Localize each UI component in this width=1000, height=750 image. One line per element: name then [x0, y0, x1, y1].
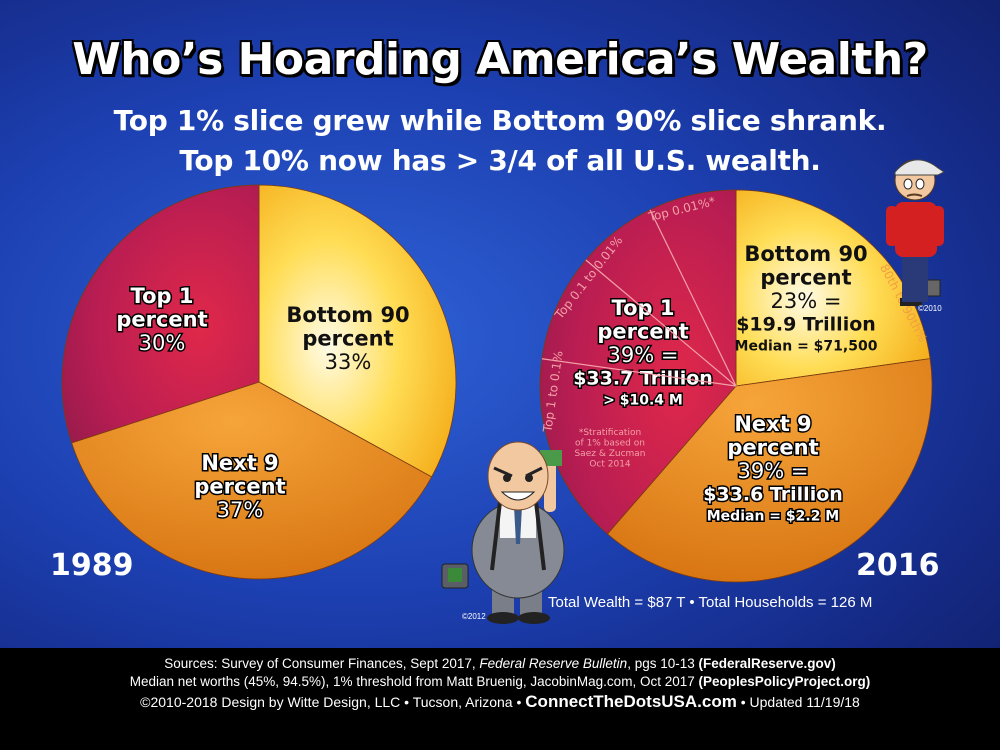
year-label-2016: 2016	[856, 548, 940, 583]
stratification-divider	[649, 209, 737, 387]
slice-amount-bottom-90-2016: $19.9 Trillion	[736, 314, 876, 336]
stratification-note: Oct 2014	[589, 460, 631, 470]
sources-line-2-text: Median net worths (45%, 94.5%), 1% thres…	[129, 674, 699, 689]
slice-detail-top-1-2016: > $10.4 M	[603, 393, 683, 409]
journal-title: Federal Reserve Bulletin	[479, 656, 628, 671]
slice-label-top-1-1989: percent	[116, 308, 207, 332]
sources-line-2: Median net worths (45%, 94.5%), 1% thres…	[0, 673, 1000, 691]
stratification-note: *Stratification	[579, 428, 641, 438]
pie-slice-bottom-90-2016	[735, 189, 931, 387]
updated-date: • Updated 11/19/18	[736, 694, 860, 710]
copyright-line: ©2010-2018 Design by Witte Design, LLC •…	[0, 691, 1000, 713]
slice-label-next-9-2016: Next 9	[734, 412, 811, 436]
copyright-text: ©2010-2018 Design by Witte Design, LLC •…	[140, 694, 526, 710]
peoplespolicyproject-link[interactable]: (PeoplesPolicyProject.org)	[698, 674, 871, 689]
slice-label-next-9-1989: percent	[194, 475, 285, 499]
site-link[interactable]: ConnectTheDotsUSA.com	[525, 692, 737, 711]
slice-value-next-9-2016: 39% =	[738, 459, 809, 483]
slice-value-bottom-90-2016: 23% =	[771, 289, 842, 313]
slice-label-bottom-90-1989: Bottom 90	[286, 303, 409, 327]
pie-slice-top-1-2016	[539, 189, 737, 535]
sources-line-1-text: Sources: Survey of Consumer Finances, Se…	[164, 656, 480, 671]
slice-value-bottom-90-1989: 33%	[325, 350, 372, 374]
sources-line-1-pages: , pgs 10-13	[627, 656, 699, 671]
slice-value-top-1-2016: 39% =	[608, 343, 679, 367]
subtitle-line-1: Top 1% slice grew while Bottom 90% slice…	[113, 104, 887, 137]
worker-copyright: ©2010	[918, 304, 942, 313]
slice-value-next-9-1989: 37%	[217, 498, 264, 522]
slice-value-top-1-1989: 30%	[139, 331, 186, 355]
slice-label-bottom-90-1989: percent	[302, 327, 393, 351]
page-title: Who’s Hoarding America’s Wealth?	[72, 34, 928, 85]
federalreserve-link[interactable]: (FederalReserve.gov)	[698, 656, 836, 671]
sources-line-1: Sources: Survey of Consumer Finances, Se…	[0, 655, 1000, 673]
stratification-note: of 1% based on	[575, 439, 645, 449]
year-label-1989: 1989	[50, 548, 134, 583]
pie-slice-top-1-1989	[61, 184, 260, 444]
slice-detail-bottom-90-2016: Median = $71,500	[735, 339, 878, 355]
slice-label-top-1-2016: percent	[597, 320, 688, 344]
slice-label-next-9-1989: Next 9	[201, 451, 278, 475]
pie-slice-next-9-2016	[606, 358, 933, 583]
slice-amount-next-9-2016: $33.6 Trillion	[703, 484, 843, 506]
slice-label-bottom-90-2016: Bottom 90	[744, 242, 867, 266]
pie-slice-bottom-90-1989	[258, 184, 457, 478]
totals-summary: Total Wealth = $87 T • Total Households …	[548, 594, 873, 611]
worker-cartoon	[886, 159, 945, 306]
slice-amount-top-1-2016: $33.7 Trillion	[573, 368, 713, 390]
slice-label-top-1-1989: Top 1	[131, 284, 194, 308]
subtitle-line-2: Top 10% now has > 3/4 of all U.S. wealth…	[179, 144, 821, 177]
stratification-note: Saez & Zucman	[574, 449, 645, 459]
slice-label-next-9-2016: percent	[727, 436, 818, 460]
slice-label-bottom-90-2016: percent	[760, 266, 851, 290]
banker-copyright: ©2012	[462, 612, 486, 621]
stratification-divider	[541, 358, 737, 387]
stratification-divider	[585, 259, 737, 387]
sources-footer: Sources: Survey of Consumer Finances, Se…	[0, 648, 1000, 750]
banker-cartoon	[441, 441, 565, 624]
slice-detail-next-9-2016: Median = $2.2 M	[707, 509, 840, 525]
pie-slice-next-9-1989	[71, 381, 433, 580]
